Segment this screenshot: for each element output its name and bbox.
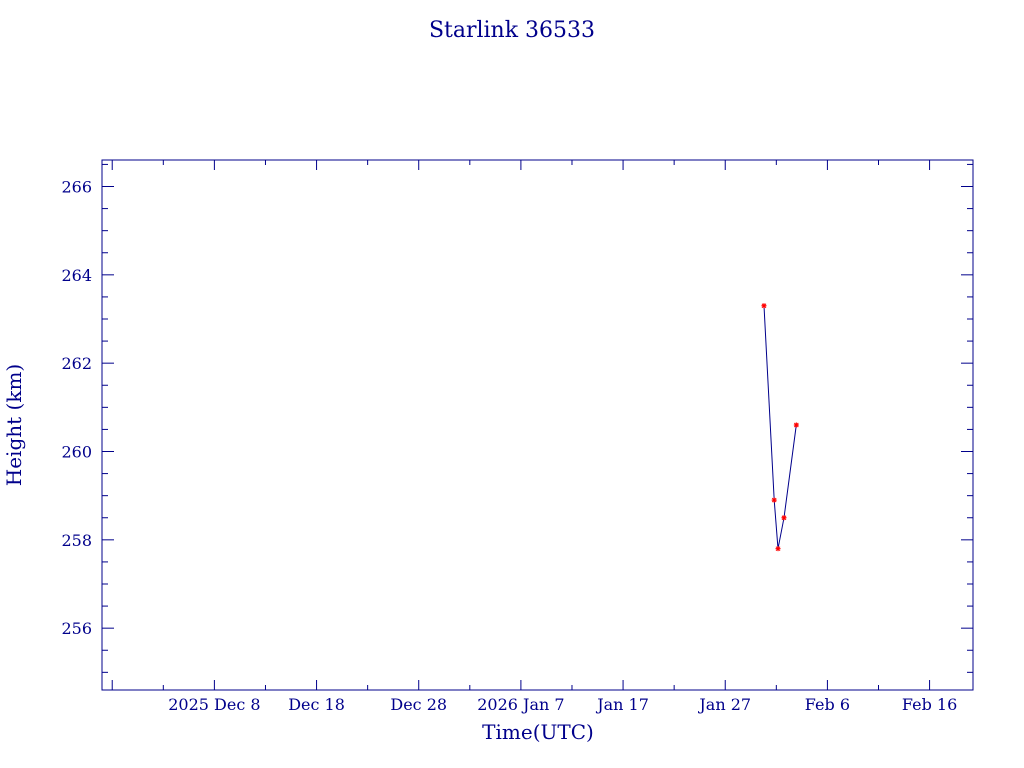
y-tick-label: 256 (61, 619, 92, 638)
x-tick-label: Feb 6 (805, 695, 850, 714)
plot-frame (101, 159, 974, 691)
x-tick-label: Jan 27 (697, 695, 751, 714)
x-axis-tick-labels: 2025 Dec 8 Dec 18 Dec 28 2026 Jan 7 Jan 17 Ja… (168, 695, 957, 714)
y-tick-label: 264 (61, 266, 92, 285)
x-axis-ticks (111, 160, 931, 690)
data-point-marker (781, 515, 787, 521)
data-point-marker (775, 546, 781, 552)
x-tick-label: 2026 Jan 7 (477, 695, 564, 714)
data-point-marker (761, 303, 767, 309)
x-tick-label: Feb 16 (902, 695, 957, 714)
x-tick-label: 2025 Dec 8 (168, 695, 260, 714)
x-tick-label: Dec 18 (288, 695, 345, 714)
y-axis-label: Height (km) (2, 364, 26, 486)
y-axis-tick-labels: 256 258 260 262 264 266 (61, 178, 92, 639)
y-axis-ticks (102, 163, 973, 673)
x-tick-label: Dec 28 (390, 695, 447, 714)
x-tick-label: Jan 17 (595, 695, 649, 714)
data-point-marker (771, 497, 777, 503)
data-point-marker (793, 422, 799, 428)
height-series (761, 303, 799, 552)
series-line (763, 305, 797, 549)
y-tick-label: 266 (61, 178, 92, 197)
y-tick-label: 262 (61, 354, 92, 373)
y-tick-label: 260 (61, 443, 92, 462)
y-tick-label: 258 (61, 531, 92, 550)
x-axis-label: Time(UTC) (482, 720, 594, 744)
chart-title: Starlink 36533 (429, 18, 595, 43)
